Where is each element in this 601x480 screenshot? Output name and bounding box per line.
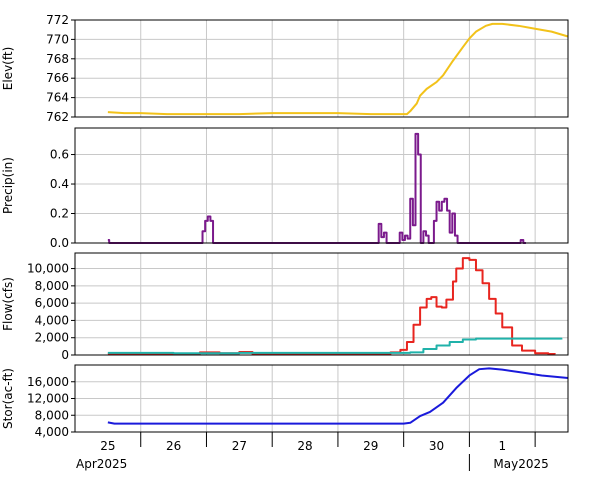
storage-panel: 4,000 8,000 12,000 16,000 Stor(ac-ft) xyxy=(1,364,569,439)
y-tick-label: 16,000 xyxy=(27,375,69,389)
y-tick-label: 6,000 xyxy=(35,296,69,310)
y-tick-label: 4,000 xyxy=(35,313,69,327)
elevation-panel: 762 764 766 768 770 772 Elev(ft) xyxy=(1,13,569,124)
x-axis: 25 26 27 28 29 30 1 Apr2025 May2025 xyxy=(76,432,549,471)
x-day-label: 29 xyxy=(363,439,378,453)
plot-frame xyxy=(74,252,569,356)
plot-frame xyxy=(74,127,569,244)
flow-panel: 0 2,000 4,000 6,000 8,000 10,000 Flow(cfs) xyxy=(1,252,569,362)
y-axis-label: Elev(ft) xyxy=(1,47,15,90)
y-tick-label: 0 xyxy=(61,348,69,362)
x-day-label: 28 xyxy=(297,439,312,453)
y-tick-label: 770 xyxy=(46,32,69,46)
elevation-series-0 xyxy=(107,22,569,116)
y-tick-label: 768 xyxy=(46,52,69,66)
flow-series-0 xyxy=(107,257,556,355)
precipitation-panel: 0.0 0.2 0.4 0.6 Precip(in) xyxy=(1,127,569,250)
x-day-label: 26 xyxy=(166,439,181,453)
plot-frame xyxy=(74,19,569,118)
y-tick-label: 764 xyxy=(46,91,69,105)
y-tick-label: 772 xyxy=(46,13,69,27)
x-day-label: 1 xyxy=(498,439,506,453)
y-tick-label: 12,000 xyxy=(27,392,69,406)
y-tick-label: 0.0 xyxy=(50,236,69,250)
x-day-label: 27 xyxy=(232,439,247,453)
x-month-label: Apr2025 xyxy=(76,457,127,471)
y-axis-label: Flow(cfs) xyxy=(1,277,15,331)
y-tick-label: 4,000 xyxy=(35,425,69,439)
y-tick-label: 2,000 xyxy=(35,331,69,345)
y-tick-label: 0.6 xyxy=(50,148,69,162)
x-month-label: May2025 xyxy=(493,457,548,471)
plot-frame xyxy=(74,364,569,433)
y-tick-label: 0.2 xyxy=(50,207,69,221)
y-tick-label: 10,000 xyxy=(27,262,69,276)
y-tick-label: 766 xyxy=(46,71,69,85)
storage-series-0 xyxy=(107,367,569,425)
y-tick-label: 8,000 xyxy=(35,408,69,422)
x-day-label: 25 xyxy=(100,439,115,453)
y-tick-label: 762 xyxy=(46,110,69,124)
y-tick-label: 0.4 xyxy=(50,177,69,191)
y-tick-label: 8,000 xyxy=(35,279,69,293)
y-axis-label: Precip(in) xyxy=(1,157,15,214)
flow-series-1 xyxy=(107,337,563,355)
precipitation-series-0 xyxy=(107,132,526,244)
x-day-label: 30 xyxy=(429,439,444,453)
y-axis-label: Stor(ac-ft) xyxy=(1,368,15,429)
